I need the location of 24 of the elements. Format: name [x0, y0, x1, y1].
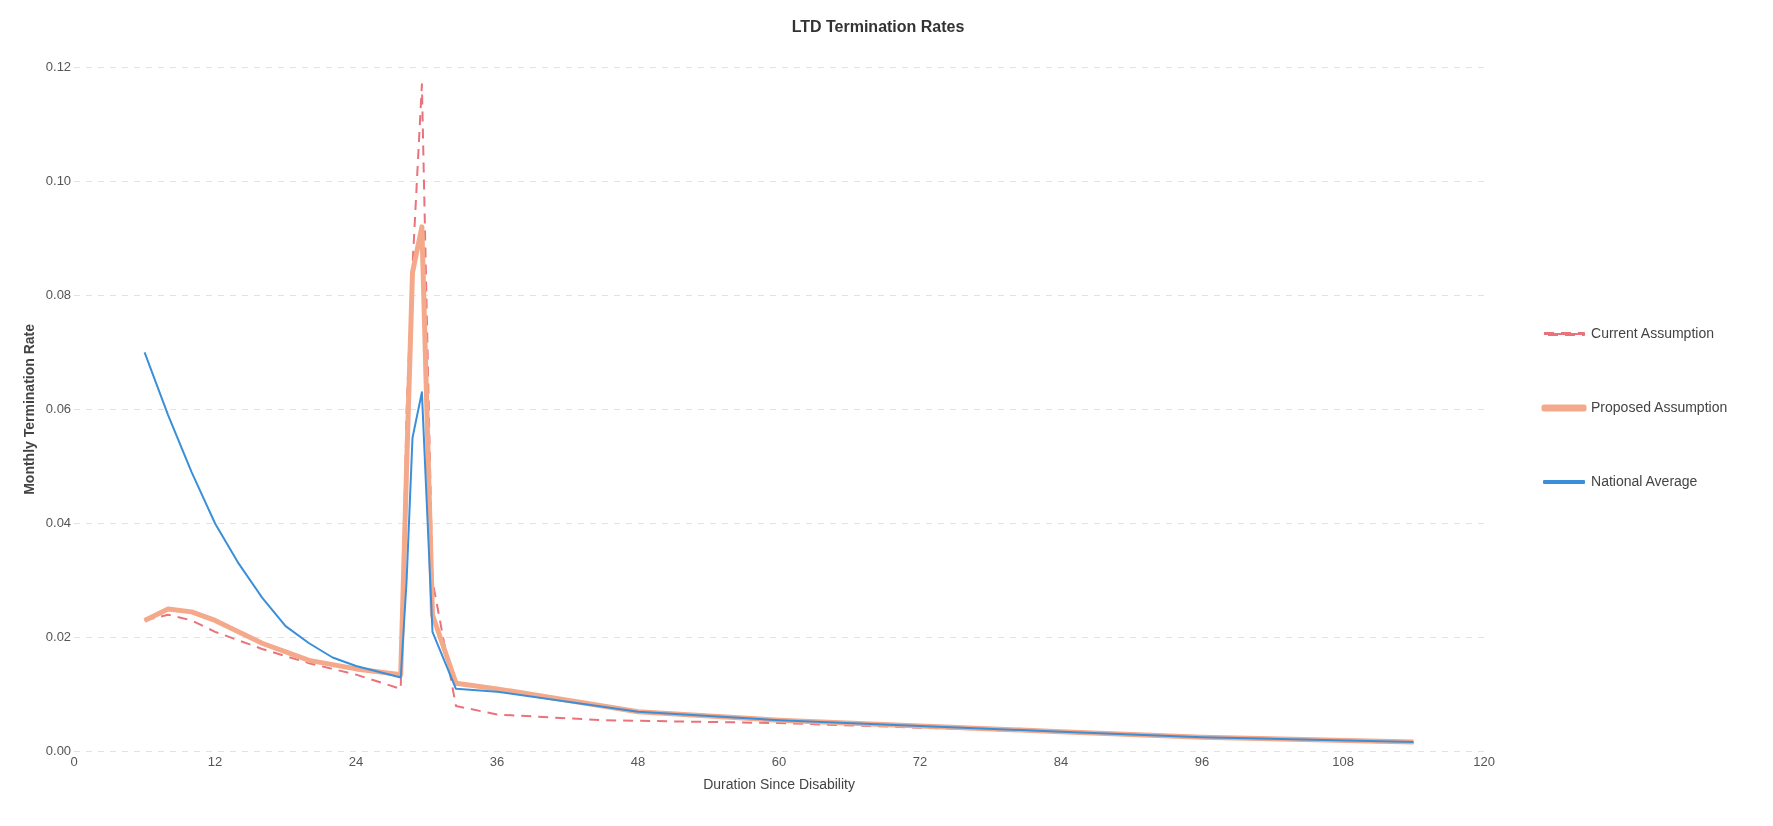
chart-title: LTD Termination Rates [791, 18, 965, 36]
x-tick-label: 72 [912, 753, 928, 769]
x-tick-label: 60 [771, 753, 787, 769]
x-tick-label: 12 [207, 753, 223, 769]
x-tick-label: 96 [1194, 753, 1210, 769]
x-tick-label: 84 [1053, 753, 1069, 769]
x-tick-label: 24 [348, 753, 364, 769]
x-tick-label: 0 [70, 753, 78, 769]
y-tick-label: 0.12 [45, 58, 72, 74]
legend-label: Current Assumption [1591, 324, 1714, 341]
y-tick-label: 0.06 [45, 400, 72, 416]
x-axis-title: Duration Since Disability [703, 776, 855, 793]
y-tick-label: 0.04 [45, 515, 72, 531]
y-tick-label: 0.08 [45, 286, 72, 302]
y-tick-label: 0.10 [45, 172, 72, 188]
x-tick-label: 108 [1332, 753, 1354, 769]
y-axis-title: Monthly Termination Rate [21, 323, 38, 495]
x-tick-label: 48 [630, 753, 646, 769]
x-tick-label: 36 [489, 753, 505, 769]
x-tick-label: 120 [1473, 753, 1495, 769]
legend-label: National Average [1591, 472, 1698, 489]
legend-label: Proposed Assumption [1591, 398, 1728, 415]
y-tick-label: 0.00 [45, 743, 72, 759]
y-tick-label: 0.02 [45, 629, 72, 645]
